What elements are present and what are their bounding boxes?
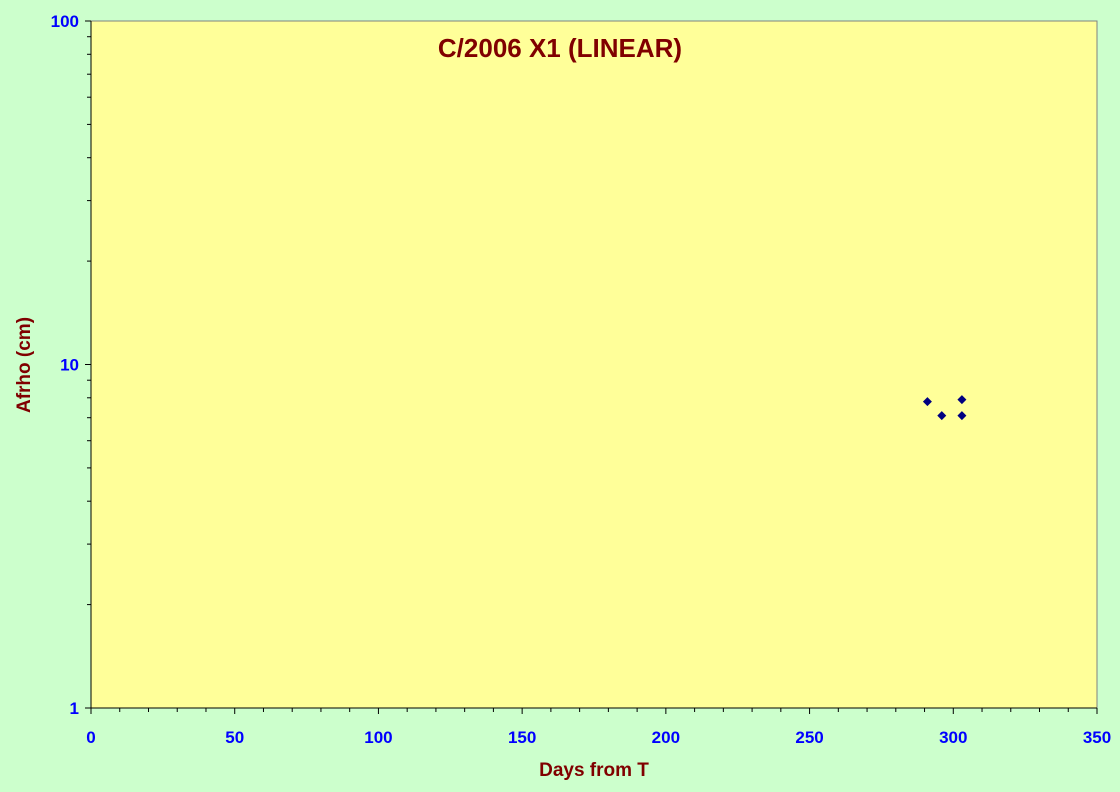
x-tick-label: 200 xyxy=(652,728,680,747)
data-points xyxy=(922,395,967,421)
plot-area xyxy=(90,20,1098,709)
y-tick-label: 100 xyxy=(51,12,79,31)
x-tick-label: 250 xyxy=(795,728,823,747)
x-axis-title: Days from T xyxy=(539,760,649,781)
x-tick-label: 150 xyxy=(508,728,536,747)
data-point xyxy=(957,395,967,405)
y-tick-label: 10 xyxy=(60,356,79,375)
chart-title: C/2006 X1 (LINEAR) xyxy=(438,33,682,63)
ticks xyxy=(85,20,1098,714)
x-tick-label: 350 xyxy=(1083,728,1111,747)
y-axis-title: Afrho (cm) xyxy=(14,317,35,413)
x-tick-label: 300 xyxy=(939,728,967,747)
x-tick-label: 0 xyxy=(86,728,95,747)
tick-labels: 0 50 100 150 200 250 300 350 1 10 100 xyxy=(51,12,1112,747)
data-point xyxy=(922,397,932,407)
data-point xyxy=(937,411,947,421)
data-point xyxy=(957,411,967,421)
x-tick-label: 50 xyxy=(225,728,244,747)
y-tick-label: 1 xyxy=(70,699,79,718)
x-tick-label: 100 xyxy=(364,728,392,747)
